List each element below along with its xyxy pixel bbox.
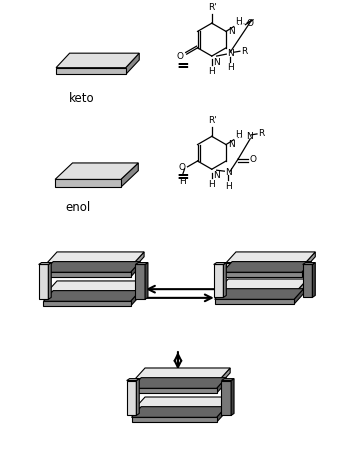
Polygon shape (136, 397, 230, 408)
Polygon shape (220, 368, 230, 383)
Polygon shape (219, 290, 298, 295)
Polygon shape (55, 163, 138, 179)
Polygon shape (132, 388, 216, 393)
Polygon shape (294, 289, 304, 304)
Polygon shape (306, 252, 315, 268)
Polygon shape (303, 262, 315, 264)
Text: R: R (258, 129, 264, 138)
Text: H: H (227, 63, 233, 72)
Polygon shape (44, 301, 131, 306)
Polygon shape (222, 272, 302, 277)
Polygon shape (136, 379, 139, 415)
Text: N: N (228, 27, 235, 36)
Polygon shape (214, 262, 226, 264)
Polygon shape (134, 252, 144, 268)
Text: H: H (235, 17, 241, 26)
Polygon shape (214, 264, 224, 297)
Polygon shape (136, 368, 230, 379)
Polygon shape (136, 262, 148, 264)
Polygon shape (136, 408, 220, 412)
Polygon shape (127, 381, 136, 415)
Text: H: H (208, 67, 215, 76)
Polygon shape (127, 379, 139, 381)
Polygon shape (132, 407, 226, 417)
Text: N: N (213, 171, 220, 180)
Polygon shape (131, 290, 140, 306)
Text: H: H (225, 182, 232, 191)
Text: O: O (177, 51, 184, 61)
Polygon shape (221, 381, 231, 415)
Polygon shape (48, 291, 134, 297)
Text: R: R (241, 47, 247, 56)
Polygon shape (224, 262, 226, 297)
Text: enol: enol (66, 201, 91, 214)
Text: =: = (176, 170, 189, 184)
Text: N: N (225, 168, 232, 177)
Polygon shape (56, 53, 139, 68)
Text: O: O (250, 156, 257, 164)
Text: R': R' (208, 3, 217, 12)
Polygon shape (39, 264, 48, 299)
Polygon shape (48, 281, 144, 291)
Polygon shape (219, 279, 308, 290)
Polygon shape (136, 379, 220, 383)
Polygon shape (216, 407, 226, 422)
Text: H: H (179, 177, 186, 186)
Text: O: O (178, 163, 186, 172)
Polygon shape (131, 262, 140, 277)
Polygon shape (298, 279, 308, 295)
Polygon shape (126, 53, 139, 74)
Polygon shape (121, 163, 138, 187)
Polygon shape (55, 179, 121, 187)
Text: N: N (213, 58, 220, 67)
Polygon shape (226, 252, 315, 262)
Polygon shape (44, 272, 131, 277)
Polygon shape (56, 68, 126, 74)
Polygon shape (222, 262, 312, 272)
Text: N: N (227, 49, 234, 57)
Text: R': R' (208, 116, 217, 125)
Polygon shape (136, 264, 145, 299)
Polygon shape (302, 262, 312, 277)
Polygon shape (216, 378, 226, 393)
Polygon shape (44, 262, 140, 272)
Polygon shape (132, 417, 216, 422)
Polygon shape (221, 379, 234, 381)
Text: O: O (246, 19, 253, 28)
Polygon shape (145, 262, 148, 299)
Text: H: H (235, 130, 241, 139)
Text: N: N (228, 140, 235, 149)
Polygon shape (220, 397, 230, 412)
Polygon shape (215, 289, 304, 299)
Polygon shape (303, 264, 312, 297)
Text: N: N (246, 132, 253, 142)
Polygon shape (48, 252, 144, 262)
Text: =: = (176, 58, 189, 73)
Polygon shape (231, 379, 234, 415)
Polygon shape (226, 262, 306, 268)
Polygon shape (48, 262, 134, 268)
Polygon shape (39, 262, 51, 264)
Polygon shape (132, 378, 226, 388)
Polygon shape (215, 299, 294, 304)
Polygon shape (312, 262, 315, 297)
Polygon shape (44, 290, 140, 301)
Text: keto: keto (68, 92, 94, 105)
Text: H: H (208, 180, 215, 189)
Polygon shape (134, 281, 144, 297)
Polygon shape (48, 262, 51, 299)
